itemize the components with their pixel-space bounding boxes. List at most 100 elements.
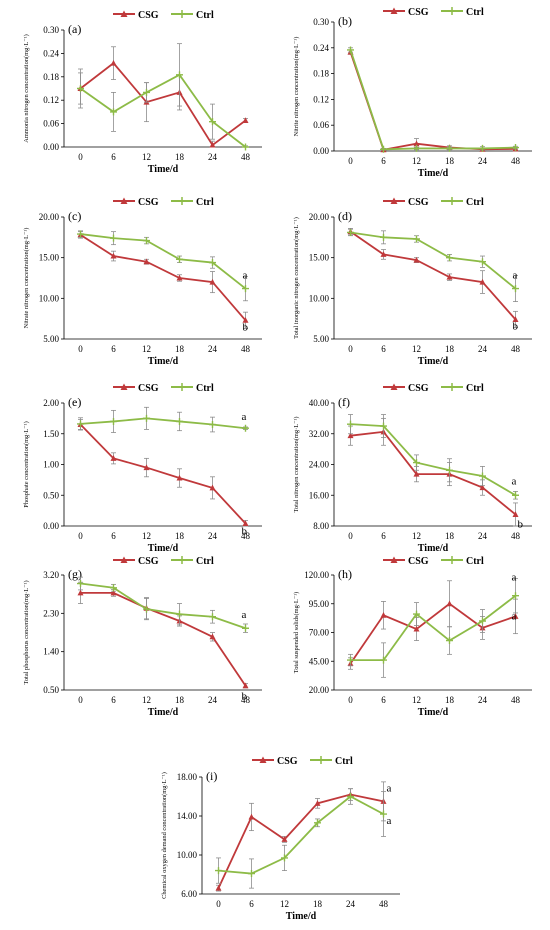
data-point [413,144,420,152]
legend-marker [390,556,398,563]
series-csg [347,227,519,329]
data-point [479,258,486,266]
significance-label: b [513,320,519,332]
data-point [209,613,216,621]
panel-label: (b) [338,14,352,28]
data-point [110,584,117,592]
data-point [209,421,216,429]
x-tick-label: 6 [381,156,386,166]
y-tick-label: 6.00 [181,889,197,899]
data-point [77,230,84,238]
data-point [176,417,183,425]
y-tick-label: 45.00 [309,656,330,666]
y-tick-label: 0.00 [43,142,59,152]
x-tick-label: 48 [241,344,251,354]
legend: CSG Ctrl [113,383,214,394]
significance-label: a [512,610,517,622]
data-point [248,870,255,878]
y-tick-label: 24.00 [309,460,330,470]
data-point [413,610,420,618]
data-point [215,884,222,891]
x-tick-label: 24 [208,531,218,541]
panel-label: (c) [68,209,81,223]
y-tick-label: 0.18 [313,69,329,79]
data-point [143,88,150,96]
x-tick-label: 18 [175,344,185,354]
legend-label-csg: CSG [138,383,159,394]
chart-panel-4: 5.00 10.00 15.00 20.00 0 6 12 18 24 48 Time/d Total… [293,197,532,367]
legend-marker [448,7,456,15]
chart-panel-3: 5.00 10.00 15.00 20.00 0 6 12 18 24 48 Time/d Nitra… [23,197,262,367]
x-tick-label: 18 [175,152,185,162]
data-point [479,472,486,480]
x-tick-label: 18 [445,344,455,354]
data-point [176,474,183,481]
y-tick-label: 0.24 [313,43,329,53]
data-point [413,140,420,147]
legend: CSG Ctrl [113,197,214,208]
data-point [347,46,354,54]
data-point [380,422,387,430]
chart-panel-7: 0.50 1.40 2.30 3.20 0 6 12 18 24 48 Time/d Total ph… [23,556,262,718]
series-csg [77,581,249,689]
x-tick-label: 12 [412,531,421,541]
y-tick-label: 3.20 [43,570,59,580]
data-point [347,432,354,439]
x-tick-label: 6 [111,531,116,541]
legend-label-csg: CSG [138,556,159,567]
x-tick-label: 0 [348,531,353,541]
data-point [446,273,453,280]
x-tick-label: 6 [381,531,386,541]
data-point [512,316,519,322]
significance-label: a [242,411,247,423]
data-point [413,470,420,477]
series-csg [215,781,387,892]
data-point [242,624,249,632]
y-tick-label: 10.00 [309,293,330,303]
legend-label-ctrl: Ctrl [196,197,214,208]
panel-label: (g) [68,567,82,581]
data-point [380,251,387,257]
legend-label-ctrl: Ctrl [196,10,214,21]
y-axis-title: Nitrate nitrogen concentration(mg·L⁻¹) [23,228,30,329]
x-tick-label: 18 [313,899,323,909]
legend-marker [259,756,267,763]
legend-label-ctrl: Ctrl [466,383,484,394]
data-point [209,118,216,126]
data-point [512,144,519,152]
series-csg [347,580,519,670]
series-csg [77,231,249,329]
data-point [380,612,387,618]
y-tick-label: 0.12 [43,95,59,105]
x-tick-label: 0 [348,695,353,705]
y-tick-label: 0.24 [43,48,59,58]
data-point [110,234,117,242]
series-ctrl [347,414,519,500]
legend-marker [390,383,398,390]
data-point [143,258,150,265]
legend-label-csg: CSG [277,756,298,767]
series-line [349,49,516,151]
series-ctrl [215,788,387,889]
series-line [349,51,516,151]
y-tick-label: 0.30 [313,17,329,27]
x-axis-title: Time/d [418,543,449,554]
x-tick-label: 24 [478,531,488,541]
y-axis-title: Total inorganic nitrogen concentration(m… [293,217,300,339]
data-point [242,682,249,689]
data-point [242,117,249,123]
series-line [79,61,247,147]
x-tick-label: 24 [208,344,218,354]
legend-label-csg: CSG [408,7,429,18]
x-tick-label: 6 [381,344,386,354]
x-tick-label: 12 [280,899,289,909]
panel-label: (i) [206,769,217,783]
y-tick-label: 0.12 [313,94,329,104]
series-line [80,234,247,321]
x-tick-label: 48 [511,344,521,354]
y-tick-label: 10.00 [177,850,198,860]
panel-label: (d) [338,209,352,223]
significance-label: a [387,782,392,794]
legend-marker [448,383,456,391]
y-axis-title: Nitrite nitrogen concentration(mg·L⁻¹) [293,37,300,137]
